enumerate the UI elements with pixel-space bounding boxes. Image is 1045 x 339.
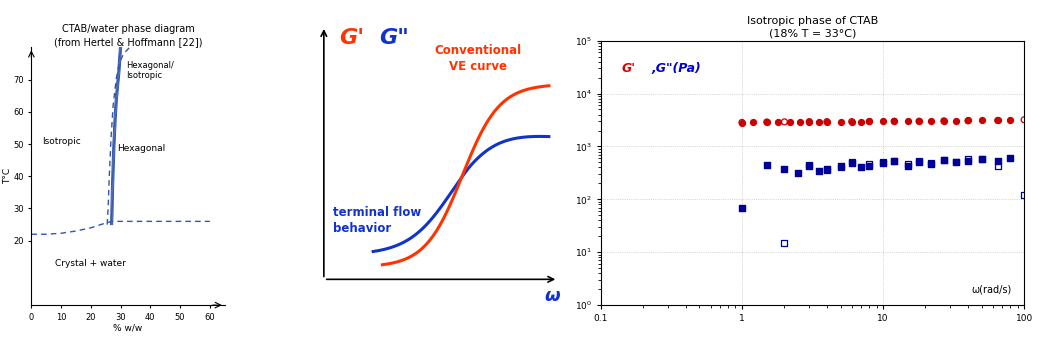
Point — [910, 119, 927, 124]
Point — [818, 166, 835, 172]
Point — [843, 159, 860, 164]
Point — [875, 160, 891, 165]
Point — [886, 159, 903, 164]
Text: Hexagonal: Hexagonal — [117, 143, 165, 153]
Point — [959, 158, 976, 163]
Point — [959, 118, 976, 123]
Point — [792, 119, 809, 124]
Point — [948, 118, 965, 123]
X-axis label: % w/w: % w/w — [114, 323, 142, 332]
Point — [923, 118, 939, 123]
Point — [990, 158, 1006, 163]
Point — [959, 157, 976, 162]
Point — [818, 119, 835, 124]
Point — [948, 159, 965, 164]
Point — [832, 164, 849, 169]
Point — [1016, 193, 1032, 198]
Point — [886, 119, 903, 124]
Text: ,G"(Pa): ,G"(Pa) — [652, 62, 701, 75]
Point — [935, 157, 952, 162]
Text: G': G' — [622, 62, 636, 75]
Text: G": G" — [379, 28, 410, 48]
Point — [769, 119, 786, 124]
Point — [843, 119, 860, 124]
Text: ω(rad/s): ω(rad/s) — [971, 284, 1012, 295]
Y-axis label: T°C: T°C — [3, 168, 11, 184]
Point — [776, 119, 793, 124]
Text: terminal flow
behavior: terminal flow behavior — [333, 206, 421, 235]
Point — [745, 120, 762, 125]
Point — [861, 162, 878, 167]
Point — [734, 205, 750, 210]
Point — [935, 118, 952, 123]
Text: G': G' — [340, 28, 365, 48]
Point — [900, 163, 916, 168]
Point — [861, 119, 878, 124]
Text: ω: ω — [544, 287, 560, 305]
Text: Hexagonal/
Isotropic: Hexagonal/ Isotropic — [126, 61, 175, 80]
Point — [800, 164, 817, 169]
Point — [810, 119, 827, 124]
Point — [776, 166, 793, 172]
Point — [959, 118, 976, 123]
Point — [759, 119, 775, 125]
Point — [935, 118, 952, 123]
Title: Isotropic phase of CTAB
(18% T = 33°C): Isotropic phase of CTAB (18% T = 33°C) — [747, 16, 878, 39]
Point — [935, 157, 952, 162]
Point — [1002, 156, 1019, 161]
Point — [800, 162, 817, 167]
Point — [759, 119, 775, 125]
Point — [990, 118, 1006, 123]
Point — [923, 162, 939, 167]
Point — [853, 165, 869, 170]
Point — [910, 158, 927, 163]
Point — [832, 119, 849, 124]
Point — [875, 119, 891, 124]
Point — [1002, 118, 1019, 123]
Point — [843, 161, 860, 166]
Point — [818, 167, 835, 173]
Point — [990, 164, 1006, 169]
Point — [734, 120, 750, 125]
Point — [948, 159, 965, 165]
Point — [1016, 117, 1032, 122]
Point — [886, 158, 903, 164]
Point — [990, 118, 1006, 123]
Point — [776, 240, 793, 246]
Point — [861, 119, 878, 124]
Point — [973, 156, 990, 162]
Point — [734, 120, 750, 125]
Point — [759, 162, 775, 167]
Point — [790, 170, 807, 175]
Point — [875, 161, 891, 166]
Point — [973, 118, 990, 123]
Point — [843, 119, 860, 124]
Point — [900, 162, 916, 167]
Point — [853, 119, 869, 124]
Point — [818, 119, 835, 124]
Title: CTAB/water phase diagram
(from Hertel & Hoffmann [22]): CTAB/water phase diagram (from Hertel & … — [53, 24, 203, 47]
Point — [800, 119, 817, 124]
Point — [910, 160, 927, 165]
Text: Crystal + water: Crystal + water — [55, 259, 126, 268]
Point — [832, 165, 849, 170]
Point — [886, 119, 903, 124]
Text: Isotropic: Isotropic — [42, 137, 80, 146]
Point — [923, 160, 939, 165]
Point — [973, 156, 990, 162]
Point — [910, 119, 927, 124]
Point — [861, 163, 878, 168]
Text: Conventional
VE curve: Conventional VE curve — [435, 44, 521, 74]
Point — [810, 168, 827, 173]
Point — [800, 119, 817, 124]
Point — [782, 119, 798, 124]
Point — [900, 119, 916, 124]
